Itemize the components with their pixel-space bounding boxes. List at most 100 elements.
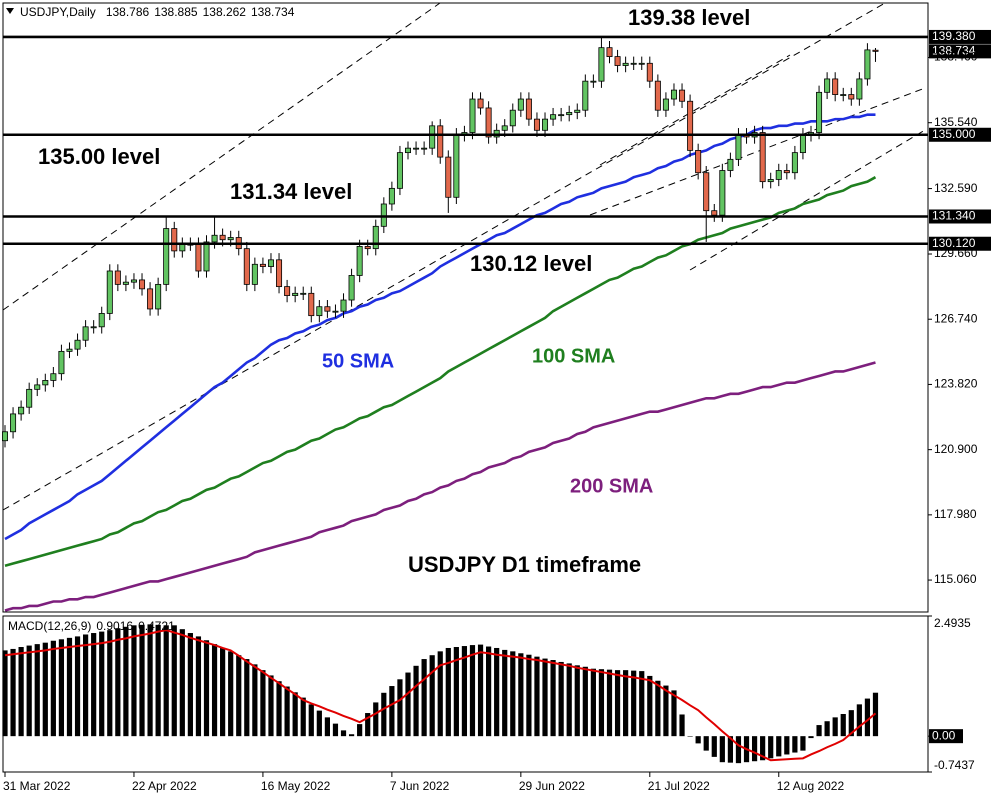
level-annotation: 135.00 level bbox=[38, 144, 160, 169]
macd-bar bbox=[550, 660, 556, 737]
candle-body bbox=[453, 134, 460, 198]
macd-bar bbox=[687, 736, 693, 737]
macd-bar bbox=[566, 663, 572, 737]
candle-body bbox=[670, 89, 677, 100]
candle-body bbox=[340, 299, 347, 312]
macd-bar bbox=[679, 714, 685, 737]
macd-bar bbox=[445, 647, 451, 737]
macd-bar bbox=[792, 736, 798, 753]
candle-body bbox=[300, 292, 307, 295]
candle-body bbox=[50, 373, 57, 381]
candle-body bbox=[34, 384, 41, 390]
ohlc-close: 138.734 bbox=[251, 5, 295, 19]
candle-body bbox=[703, 172, 710, 212]
indicator-name: MACD(12,26,9) bbox=[8, 619, 91, 633]
price-panel bbox=[2, 2, 929, 613]
macd-bar bbox=[534, 656, 540, 737]
symbol: USDJPY,Daily bbox=[20, 5, 96, 19]
candle-body bbox=[582, 80, 589, 111]
candle-body bbox=[171, 228, 178, 252]
candle-body bbox=[421, 147, 428, 150]
sma-label: 50 SMA bbox=[322, 350, 394, 372]
current-price-box bbox=[929, 44, 991, 59]
macd-bar bbox=[848, 710, 854, 737]
ohlc-low: 138.262 bbox=[203, 5, 247, 19]
y-tick-label: 0.00 bbox=[932, 728, 956, 742]
candle-body bbox=[332, 310, 339, 313]
candle-body bbox=[533, 118, 540, 131]
channel-lines bbox=[2, 2, 926, 511]
candle-body bbox=[590, 80, 597, 83]
macd-bar bbox=[502, 649, 508, 737]
macd-bar bbox=[639, 671, 645, 737]
candle-body bbox=[155, 283, 162, 310]
x-tick-label: 29 Jun 2022 bbox=[519, 779, 585, 793]
macd-bar bbox=[195, 636, 202, 737]
symbol-menu-icon[interactable] bbox=[6, 8, 14, 14]
macd-bar bbox=[107, 630, 113, 737]
y-tick-label: 117.980 bbox=[934, 507, 977, 521]
candle-body bbox=[139, 279, 146, 290]
macd-bar bbox=[800, 736, 806, 751]
candle-body bbox=[848, 94, 855, 100]
macd-bar bbox=[719, 736, 725, 763]
macd-bar bbox=[389, 686, 395, 737]
candle-body bbox=[372, 225, 379, 250]
macd-bar bbox=[316, 710, 322, 737]
macd-bar bbox=[711, 736, 717, 757]
candle-body bbox=[219, 234, 226, 241]
macd-bar bbox=[784, 736, 790, 755]
macd-bar bbox=[18, 647, 24, 737]
indicator-header: MACD(12,26,9) 0.9016 0.4721 bbox=[8, 619, 175, 633]
level-annotation: 131.34 level bbox=[230, 179, 352, 204]
candle-body bbox=[525, 98, 532, 120]
macd-bar bbox=[187, 633, 193, 737]
candle-body bbox=[356, 246, 363, 276]
level-price-label: 130.120 bbox=[932, 236, 976, 250]
macd-bar bbox=[671, 690, 677, 737]
macd-bar bbox=[236, 655, 242, 737]
candle-body bbox=[195, 243, 202, 272]
macd-bar bbox=[10, 648, 16, 737]
candle-body bbox=[840, 94, 847, 96]
y-tick-label: 132.590 bbox=[934, 181, 978, 195]
y-tick-label: 120.900 bbox=[934, 442, 978, 456]
level-annotation: 139.38 level bbox=[628, 5, 750, 30]
channel-line bbox=[2, 2, 886, 511]
ohlc-high: 138.885 bbox=[154, 5, 198, 19]
macd-bar bbox=[727, 736, 733, 763]
candle-body bbox=[122, 281, 129, 285]
macd-bar bbox=[324, 717, 330, 737]
sma-line bbox=[4, 113, 876, 541]
macd-bar bbox=[292, 692, 298, 737]
candle-body bbox=[759, 132, 766, 183]
candle-body bbox=[251, 263, 258, 285]
macd-bar bbox=[453, 647, 459, 737]
candle-body bbox=[324, 306, 331, 312]
macd-bar bbox=[50, 640, 56, 737]
candle-body bbox=[259, 263, 266, 267]
candle-body bbox=[203, 241, 210, 272]
candle-body bbox=[477, 98, 484, 109]
candle-body bbox=[558, 114, 565, 117]
candle-body bbox=[799, 134, 806, 154]
sma-label: 100 SMA bbox=[532, 345, 615, 367]
macd-bar bbox=[332, 723, 339, 737]
candle-body bbox=[727, 158, 734, 171]
candle-body bbox=[10, 413, 17, 433]
macd-bar bbox=[606, 669, 613, 737]
macd-bar bbox=[171, 625, 177, 737]
level-price-label: 135.000 bbox=[932, 127, 976, 141]
macd-bar bbox=[518, 653, 524, 737]
macd-bar bbox=[155, 624, 161, 737]
x-tick-label: 22 Apr 2022 bbox=[132, 779, 197, 793]
channel-line bbox=[2, 2, 441, 311]
macd-bar bbox=[437, 651, 443, 737]
candle-body bbox=[662, 98, 669, 111]
signal-value: 0.4721 bbox=[138, 619, 175, 633]
macd-bar bbox=[663, 685, 669, 737]
macd-bar bbox=[582, 666, 588, 737]
candle-body bbox=[437, 125, 444, 158]
candle-body bbox=[380, 203, 387, 227]
y-tick-label: 123.820 bbox=[934, 377, 978, 391]
